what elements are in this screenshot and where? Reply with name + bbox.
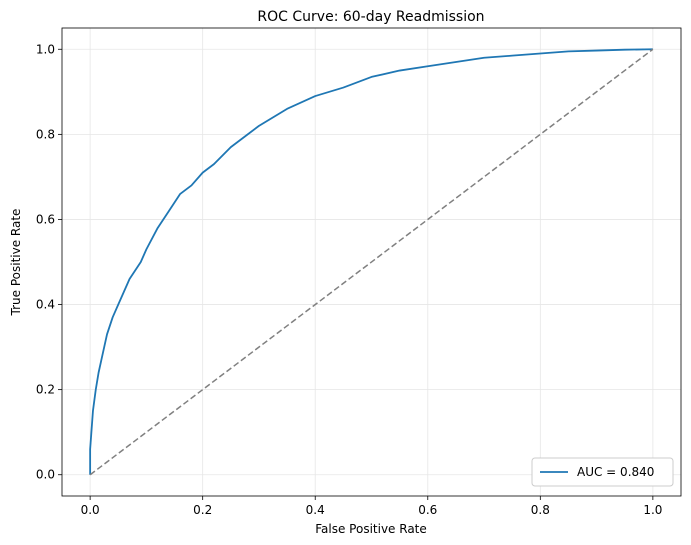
y-tick-label-3: 0.6 xyxy=(36,212,55,226)
legend-label: AUC = 0.840 xyxy=(577,465,654,479)
legend-box xyxy=(531,457,674,487)
plot-frame xyxy=(61,27,682,497)
x-tick-label-5: 1.0 xyxy=(643,503,662,517)
y-tick-label-1: 0.2 xyxy=(36,383,55,397)
series xyxy=(89,48,654,476)
chance-diagonal-line xyxy=(89,48,654,476)
y-tick-label-0: 0.0 xyxy=(36,468,55,482)
chart-title: ROC Curve: 60-day Readmission xyxy=(257,9,484,25)
x-tick-label-0: 0.0 xyxy=(81,503,100,517)
legend: AUC = 0.840 xyxy=(531,457,674,487)
y-tick-label-2: 0.4 xyxy=(36,298,55,312)
grid xyxy=(62,28,681,496)
x-tick-label-2: 0.4 xyxy=(306,503,325,517)
ticks: 0.0 0.2 0.4 0.6 0.8 1.0 0.0 0.2 0.4 0.6 0.8 1.0 xyxy=(36,42,663,517)
x-tick-label-1: 0.2 xyxy=(193,503,212,517)
y-tick-label-4: 0.8 xyxy=(36,127,55,141)
y-tick-label-5: 1.0 xyxy=(36,42,55,56)
x-tick-label-4: 0.8 xyxy=(531,503,550,517)
x-axis-label: False Positive Rate xyxy=(315,522,427,536)
x-tick-label-3: 0.6 xyxy=(418,503,437,517)
y-axis-label: True Positive Rate xyxy=(9,209,23,317)
roc-curve-line xyxy=(89,48,653,475)
